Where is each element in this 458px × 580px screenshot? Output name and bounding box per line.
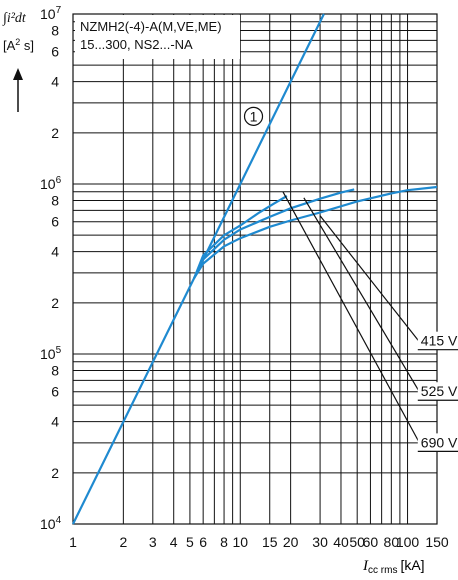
y-tick-exponent: 7 bbox=[56, 5, 62, 16]
y-tick-label: 8 bbox=[51, 192, 59, 208]
y-tick-label: 105 bbox=[40, 345, 62, 362]
x-tick-label: 2 bbox=[119, 534, 127, 550]
x-tick-label: 30 bbox=[312, 534, 328, 550]
series-line-525-v bbox=[193, 188, 355, 279]
y-tick-label: 4 bbox=[51, 74, 59, 90]
voltage-label-bg-525-v bbox=[417, 382, 458, 401]
leader-line-690-v bbox=[282, 191, 422, 446]
plot-frame bbox=[72, 13, 438, 525]
y-axis-label-unit: [A2 s] bbox=[3, 37, 34, 53]
device-label-line1: NZMH2(-4)-A(M,VE,ME) bbox=[80, 19, 222, 34]
y-tick-label: 104 bbox=[40, 515, 62, 532]
y-tick-label: 2 bbox=[51, 295, 59, 311]
x-tick-label: 6 bbox=[199, 534, 207, 550]
y-tick-base: 10 bbox=[40, 346, 56, 362]
y-tick-exponent: 6 bbox=[56, 175, 62, 186]
x-tick-label: 10 bbox=[232, 534, 248, 550]
y-tick-label: 6 bbox=[51, 384, 59, 400]
y-tick-label: 4 bbox=[51, 244, 59, 260]
voltage-label-525-v: 525 V bbox=[421, 383, 458, 399]
y-tick-label: 4 bbox=[51, 414, 59, 430]
y-tick-base: 10 bbox=[40, 6, 56, 22]
y-tick-label: 6 bbox=[51, 214, 59, 230]
y-tick-label: 2 bbox=[51, 125, 59, 141]
y-tick-exponent: 5 bbox=[56, 345, 62, 356]
x-axis-unit: [kA] bbox=[400, 557, 424, 573]
device-label-line2: 15...300, NS2...-NA bbox=[80, 37, 193, 52]
y-axis-arrow-icon bbox=[13, 68, 23, 112]
series-1-marker-label: 1 bbox=[250, 108, 258, 124]
x-tick-label: 20 bbox=[283, 534, 299, 550]
series-line-690-v bbox=[193, 195, 288, 279]
y-axis-label-integral: ∫i²dt bbox=[2, 11, 27, 26]
x-axis-symbol: I bbox=[362, 558, 369, 574]
chart-curves bbox=[72, 13, 438, 525]
x-tick-label: 15 bbox=[262, 534, 278, 550]
leader-line-525-v bbox=[303, 197, 422, 395]
x-tick-label: 5 bbox=[186, 534, 194, 550]
y-unit-exp: 2 bbox=[15, 37, 20, 47]
y-tick-label: 107 bbox=[40, 5, 62, 22]
x-tick-label: 1 bbox=[69, 534, 77, 550]
y-tick-base: 10 bbox=[40, 176, 56, 192]
x-tick-label: 8 bbox=[220, 534, 228, 550]
leader-line-415-v bbox=[319, 215, 422, 345]
voltage-label-bg-690-v bbox=[417, 433, 458, 452]
y-tick-label: 6 bbox=[51, 44, 59, 60]
y-tick-label: 106 bbox=[40, 175, 62, 192]
x-axis-label: Icc rms [kA] bbox=[362, 557, 425, 576]
y-tick-label: 8 bbox=[51, 22, 59, 38]
x-tick-label: 60 bbox=[363, 534, 379, 550]
x-tick-label: 100 bbox=[396, 534, 420, 550]
x-tick-label: 50 bbox=[349, 534, 365, 550]
x-axis-subscript: cc rms bbox=[368, 565, 397, 576]
series-1-marker-circle bbox=[243, 106, 264, 126]
voltage-label-bg-415-v bbox=[417, 331, 458, 350]
chart-annotations: 1 415 V 525 V 690 V bbox=[243, 106, 458, 452]
series-line-1 bbox=[72, 13, 325, 525]
voltage-label-415-v: 415 V bbox=[421, 333, 458, 349]
y-unit-open: [A bbox=[3, 38, 16, 53]
voltage-label-690-v: 690 V bbox=[421, 434, 458, 450]
y-tick-label: 8 bbox=[51, 362, 59, 378]
y-tick-label: 2 bbox=[51, 465, 59, 481]
y-tick-exponent: 4 bbox=[56, 515, 62, 526]
device-label-box bbox=[75, 15, 240, 59]
series-line-415-v bbox=[193, 185, 438, 279]
x-tick-label: 3 bbox=[149, 534, 157, 550]
x-tick-label: 150 bbox=[425, 534, 449, 550]
y-unit-close: s] bbox=[20, 38, 34, 53]
chart-grid bbox=[72, 13, 438, 525]
x-tick-label: 80 bbox=[384, 534, 400, 550]
x-tick-label: 40 bbox=[333, 534, 349, 550]
y-tick-base: 10 bbox=[40, 516, 56, 532]
x-tick-label: 4 bbox=[170, 534, 178, 550]
